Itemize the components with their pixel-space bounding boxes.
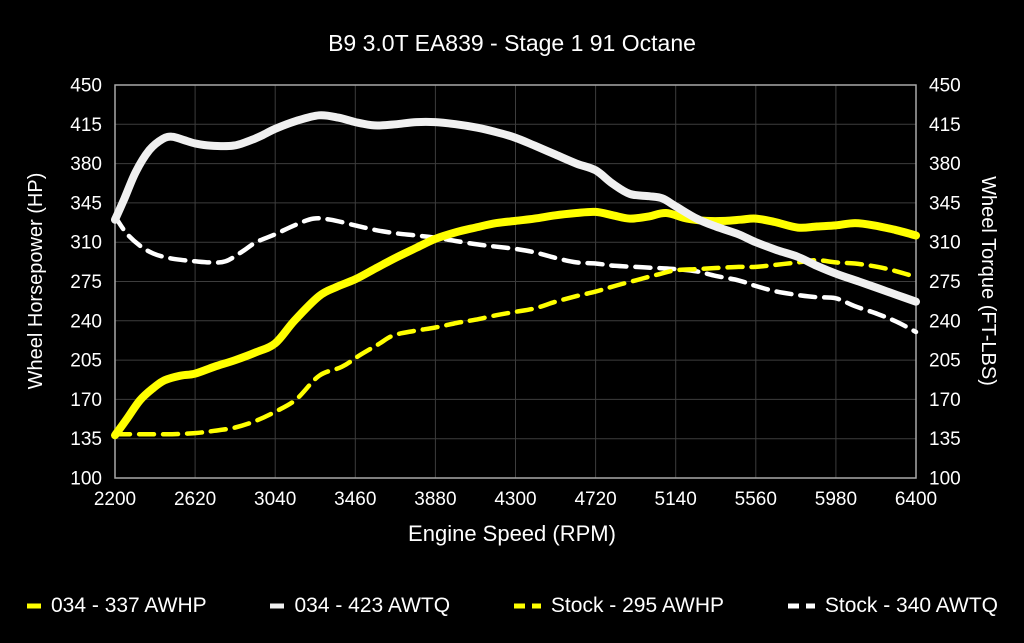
y-tick-label-left: 345 [70,193,102,214]
y-tick-label-right: 345 [929,193,961,214]
legend-swatch-034-awhp [26,602,42,610]
legend-line-solid [270,603,285,609]
y-tick-label-left: 135 [70,429,102,450]
x-tick-label: 3460 [334,489,376,510]
x-tick-label: 6400 [895,489,937,510]
y-tick-label-right: 135 [929,429,961,450]
y-tick-label-left: 275 [70,272,102,293]
x-tick-label: 2200 [94,489,136,510]
y-axis-label-left: Wheel Horsepower (HP) [25,172,47,390]
chart-title: B9 3.0T EA839 - Stage 1 91 Octane [328,30,696,56]
y-tick-label-right: 100 [929,469,961,490]
y-tick-label-right: 275 [929,272,961,293]
legend-swatch-034-awtq [269,602,285,610]
legend-swatch-stock-awtq [787,602,816,610]
legend-item-034-awtq: 034 - 423 AWTQ [269,594,450,618]
y-tick-label-left: 100 [70,469,102,490]
y-axis-label-right: Wheel Torque (FT-LBS) [977,176,999,386]
x-tick-label: 5980 [815,489,857,510]
legend-item-stock-awtq: Stock - 340 AWTQ [787,594,998,618]
y-tick-label-left: 380 [70,154,102,175]
y-tick-label-right: 450 [929,76,961,97]
y-tick-label-right: 240 [929,311,961,332]
legend-line-solid [27,603,41,609]
y-tick-label-right: 380 [929,154,961,175]
y-tick-label-left: 450 [70,76,102,97]
legend-label-stock-awtq: Stock - 340 AWTQ [824,594,998,617]
y-tick-label-right: 415 [929,115,961,136]
legend-label-stock-awhp: Stock - 295 AWHP [550,594,725,617]
plot-frame [114,84,917,479]
series-034-awtq [111,111,920,306]
y-tick-label-left: 415 [70,115,102,136]
x-tick-label: 3040 [254,489,296,510]
legend-line-dashed [513,603,541,609]
y-tick-label-left: 170 [70,390,102,411]
legend-item-034-awhp: 034 - 337 AWHP [26,594,207,618]
x-tick-label: 2620 [174,489,216,510]
legend-swatch-stock-awhp [513,602,542,610]
legend-line-dashed [787,603,815,609]
x-tick-label: 5140 [655,489,697,510]
series-034-awhp [111,207,920,440]
y-tick-label-left: 205 [70,351,102,372]
y-tick-label-right: 205 [929,351,961,372]
x-tick-label: 3880 [414,489,456,510]
x-tick-label: 4300 [494,489,536,510]
y-tick-label-left: 240 [70,311,102,332]
x-tick-label: 5560 [735,489,777,510]
legend-label-034-awtq: 034 - 423 AWTQ [294,594,451,617]
series-stock-awhp [112,257,919,437]
legend-item-stock-awhp: Stock - 295 AWHP [513,594,724,618]
y-tick-label-left: 310 [70,233,102,254]
x-tick-label: 4720 [574,489,616,510]
legend-label-034-awhp: 034 - 337 AWHP [51,594,207,617]
legend: 034 - 337 AWHP 034 - 423 AWTQ Stock - 29… [26,594,998,618]
y-tick-label-right: 310 [929,233,961,254]
x-axis-label: Engine Speed (RPM) [408,521,616,546]
y-tick-label-right: 170 [929,390,961,411]
series-stock-awtq [112,214,919,335]
